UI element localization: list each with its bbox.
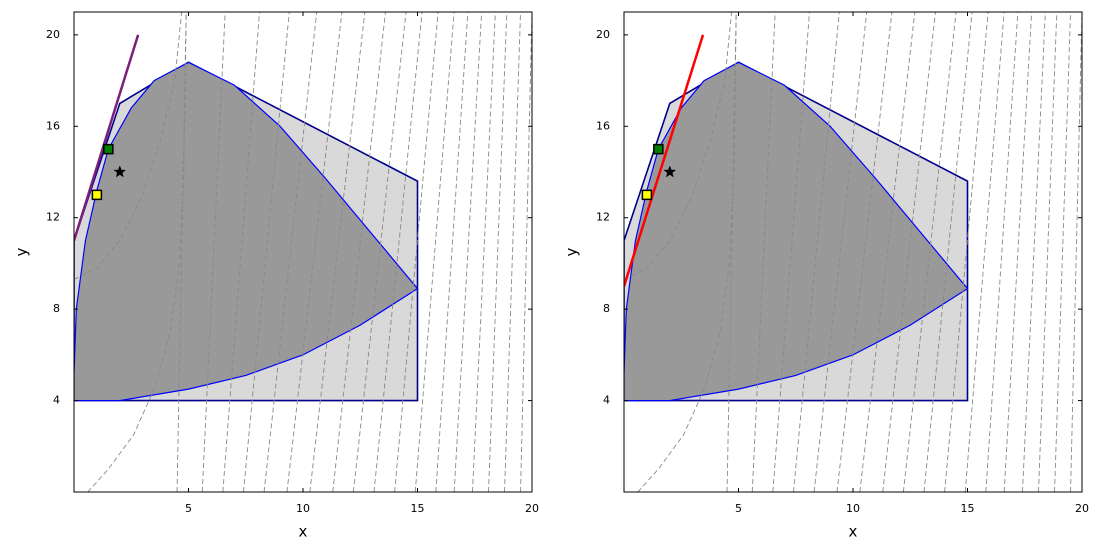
x-tick-label: 10 <box>846 502 860 515</box>
contour-line <box>751 12 776 492</box>
plot-area <box>624 12 1082 492</box>
y-tick-label: 20 <box>596 28 610 41</box>
y-tick-label: 12 <box>46 211 60 224</box>
contour-line <box>201 12 226 492</box>
y-tick-label: 16 <box>46 119 60 132</box>
point <box>641 189 653 201</box>
contour-line <box>836 12 893 492</box>
contour-line <box>263 12 318 492</box>
contour-line <box>923 12 973 492</box>
y-tick-label: 8 <box>603 302 610 315</box>
point <box>91 189 103 201</box>
constraint-line <box>74 34 140 241</box>
contour-line <box>286 12 343 492</box>
contour-line <box>772 12 810 492</box>
y-tick-label: 8 <box>53 302 60 315</box>
contour-line <box>624 12 733 280</box>
contour-line <box>435 12 469 492</box>
y-tick-label: 20 <box>46 28 60 41</box>
contour-line <box>944 12 989 492</box>
contour-line <box>488 12 508 492</box>
contour-line <box>1054 12 1071 492</box>
x-tick-label: 20 <box>525 502 539 515</box>
y-axis-label: y <box>13 247 31 256</box>
panel: 5 10 15 20 4 8 12 16 20 x y <box>13 11 539 541</box>
contour-line <box>394 12 439 492</box>
plot-area <box>74 12 532 492</box>
point <box>663 165 677 178</box>
point <box>653 143 664 155</box>
contour-line <box>813 12 868 492</box>
contour-line <box>1003 12 1033 492</box>
contour-line <box>726 12 737 492</box>
y-tick-label: 4 <box>603 394 610 407</box>
contour-line <box>222 12 260 492</box>
contour-line <box>309 12 366 492</box>
contour-line <box>859 12 916 492</box>
x-tick-label: 10 <box>296 502 310 515</box>
contour-line <box>176 12 187 492</box>
y-tick-label: 16 <box>596 119 610 132</box>
y-tick-label: 12 <box>596 211 610 224</box>
contour-line <box>520 12 532 492</box>
contour-line <box>902 12 957 492</box>
inner-region <box>74 61 419 402</box>
x-tick-label: 5 <box>185 502 192 515</box>
contour-line <box>243 12 290 492</box>
x-axis-label: x <box>849 523 858 541</box>
constraint-line <box>624 34 705 287</box>
contour-line <box>793 12 840 492</box>
contour-line <box>332 12 386 492</box>
contour-line <box>882 12 936 492</box>
x-tick-label: 15 <box>961 502 975 515</box>
panel: 5 10 15 20 4 8 12 16 20 x y <box>563 11 1089 541</box>
contour-line <box>453 12 483 492</box>
contour-line <box>964 12 1005 492</box>
y-tick-label: 4 <box>53 394 60 407</box>
contour-line <box>352 12 407 492</box>
x-tick-label: 15 <box>411 502 425 515</box>
contour-line <box>504 12 521 492</box>
point <box>103 143 114 155</box>
contour-line <box>985 12 1019 492</box>
contour-line <box>1070 12 1082 492</box>
point <box>113 165 127 178</box>
contour-line <box>472 12 496 492</box>
y-axis-label: y <box>563 247 581 256</box>
contour-line <box>414 12 455 492</box>
contour-line <box>373 12 423 492</box>
contour-line <box>1022 12 1046 492</box>
x-tick-label: 5 <box>735 502 742 515</box>
inner-region <box>624 61 969 402</box>
contour-line <box>1038 12 1058 492</box>
contour-line <box>74 12 183 280</box>
x-axis-label: x <box>299 523 308 541</box>
x-tick-label: 20 <box>1075 502 1089 515</box>
